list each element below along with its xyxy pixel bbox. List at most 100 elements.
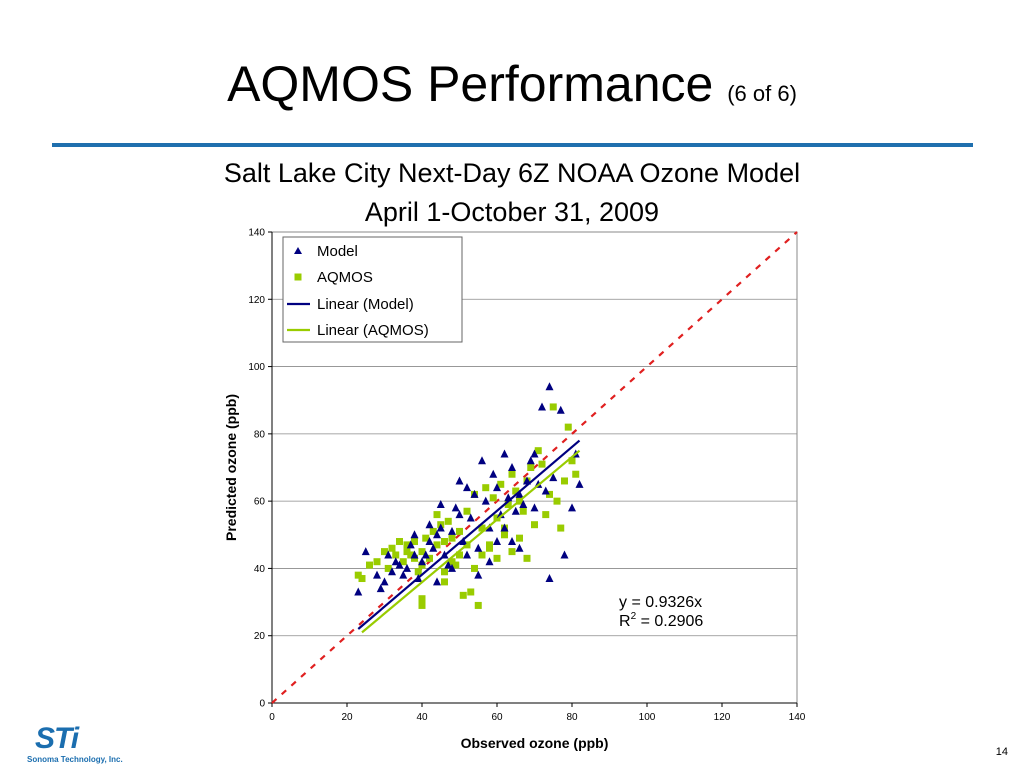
- aqmos-point: [354, 571, 362, 579]
- slide-title: AQMOS Performance (6 of 6): [0, 54, 1024, 124]
- model-point: [448, 526, 456, 535]
- aqmos-point: [512, 487, 520, 495]
- model-point: [380, 577, 389, 586]
- model-point: [530, 503, 539, 512]
- aqmos-point: [444, 517, 452, 525]
- x-tick-label: 80: [566, 712, 578, 723]
- model-point: [354, 587, 363, 596]
- model-point: [444, 560, 453, 569]
- r-squared-value: = 0.2906: [636, 613, 703, 630]
- model-point: [511, 506, 520, 515]
- one-to-one-line: [271, 231, 798, 704]
- model-point: [526, 456, 535, 465]
- model-point: [508, 463, 516, 471]
- aqmos-point: [441, 568, 448, 576]
- aqmos-point: [373, 558, 381, 566]
- x-tick-label: 0: [269, 712, 275, 723]
- page-number: 14: [995, 746, 1008, 758]
- model-point: [421, 550, 430, 559]
- aqmos-point: [407, 551, 415, 559]
- model-point: [436, 500, 445, 509]
- model-point: [463, 550, 471, 559]
- aqmos-point: [501, 531, 508, 539]
- model-point: [549, 473, 558, 482]
- legend-aqmos-marker: [294, 273, 302, 281]
- model-point: [493, 483, 501, 492]
- aqmos-point: [422, 534, 430, 542]
- model-point: [410, 530, 419, 539]
- aqmos-point: [366, 561, 373, 569]
- x-tick-label: 100: [639, 712, 656, 723]
- y-tick-label: 20: [254, 631, 266, 642]
- aqmos-point: [392, 551, 400, 559]
- model-point: [455, 510, 464, 519]
- model-point: [481, 496, 490, 505]
- y-tick-label: 80: [254, 429, 266, 440]
- aqmos-point: [519, 507, 527, 515]
- model-point: [485, 557, 494, 566]
- model-point: [519, 500, 528, 509]
- aqmos-trendline: [361, 449, 581, 634]
- x-tick-label: 20: [341, 712, 353, 723]
- y-tick-label: 140: [248, 228, 265, 239]
- aqmos-point: [433, 541, 441, 549]
- aqmos-point: [508, 548, 516, 556]
- slide-title-main: AQMOS Performance: [227, 56, 714, 112]
- model-point: [433, 530, 441, 539]
- model-point: [466, 513, 475, 522]
- aqmos-point: [538, 460, 546, 468]
- model-point: [545, 574, 554, 583]
- aqmos-point: [531, 521, 538, 529]
- y-axis-label: Predicted ozone (ppb): [223, 394, 239, 541]
- aqmos-point: [534, 447, 542, 455]
- model-point: [508, 537, 516, 546]
- aqmos-point: [418, 601, 426, 609]
- r-squared-superscript: 2: [631, 611, 637, 622]
- aqmos-point: [411, 538, 418, 546]
- aqmos-point: [474, 601, 482, 609]
- aqmos-point: [482, 484, 490, 492]
- aqmos-point: [549, 403, 557, 411]
- x-tick-label: 140: [789, 712, 806, 723]
- model-trendline: [357, 439, 581, 630]
- x-tick-label: 40: [416, 712, 428, 723]
- model-point: [399, 570, 408, 579]
- model-point: [515, 489, 524, 498]
- y-tick-label: 100: [248, 362, 265, 373]
- model-point: [391, 557, 400, 566]
- aqmos-point: [384, 564, 392, 572]
- model-point: [463, 483, 471, 492]
- aqmos-point: [396, 538, 403, 546]
- model-point: [388, 567, 396, 576]
- aqmos-point: [504, 501, 512, 509]
- aqmos-point: [448, 558, 456, 566]
- logo-mark: STi: [35, 722, 79, 755]
- y-tick-label: 60: [254, 497, 266, 508]
- aqmos-point: [493, 554, 501, 562]
- aqmos-point: [489, 494, 497, 502]
- model-point: [429, 543, 438, 552]
- aqmos-point: [471, 564, 478, 572]
- aqmos-point: [527, 464, 535, 471]
- r-squared-prefix: R: [619, 613, 631, 630]
- y-tick-label: 0: [259, 699, 265, 710]
- model-point: [418, 557, 426, 566]
- model-point: [500, 449, 509, 458]
- aqmos-point: [388, 544, 396, 552]
- model-point: [395, 560, 404, 569]
- y-tick-label: 40: [254, 564, 266, 575]
- model-point: [448, 563, 456, 572]
- legend-model-marker: [294, 247, 302, 254]
- regression-equation: y = 0.9326x: [619, 594, 702, 611]
- chart-title-line1: Salt Lake City Next-Day 6Z NOAA Ozone Mo…: [223, 158, 801, 188]
- legend-label: Linear (Model): [317, 296, 414, 313]
- aqmos-point: [486, 541, 493, 549]
- aqmos-point: [381, 548, 388, 556]
- model-point: [474, 543, 483, 552]
- aqmos-point: [418, 595, 426, 603]
- aqmos-point: [452, 561, 460, 569]
- aqmos-point: [456, 527, 463, 535]
- legend-box: [282, 236, 463, 343]
- aqmos-point: [564, 423, 572, 431]
